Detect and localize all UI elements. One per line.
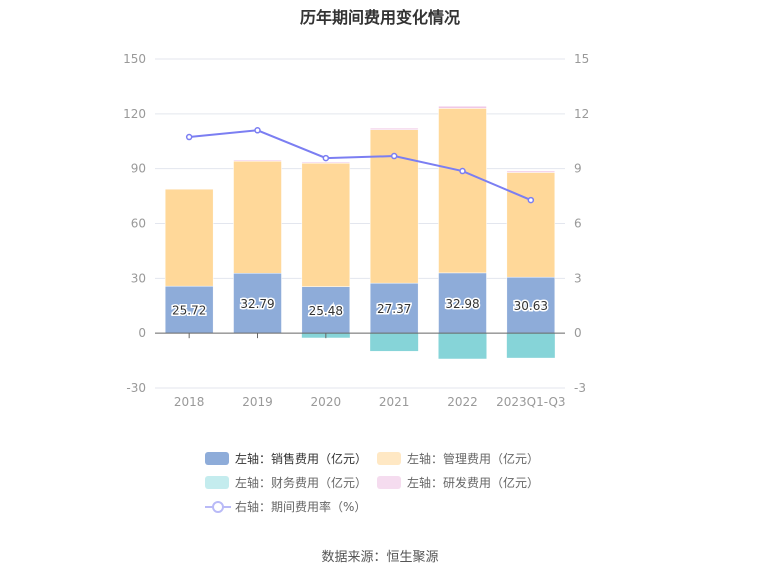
- bar-sales: [438, 272, 487, 334]
- chart-title: 历年期间费用变化情况: [299, 8, 460, 27]
- right-tick-label: 15: [574, 52, 589, 66]
- right-tick-label: 0: [574, 326, 582, 340]
- legend-swatch: [205, 476, 229, 489]
- right-tick-label: 6: [574, 217, 582, 231]
- legend-rate[interactable]: 右轴：期间费用率（%）: [205, 498, 366, 515]
- rate-point: [254, 127, 261, 134]
- left-tick-label: 30: [131, 271, 146, 285]
- rate-point: [459, 167, 466, 175]
- legend-line-icon: [205, 500, 231, 513]
- left-tick-label: 0: [138, 326, 146, 340]
- legend-label: 右轴：期间费用率（%）: [235, 500, 367, 514]
- legend-label: 左轴：管理费用（亿元）: [407, 452, 540, 466]
- left-tick-label: 120: [123, 107, 146, 121]
- bar-admin: [301, 162, 351, 287]
- bar-data-label: 25.72: [172, 304, 206, 318]
- left-tick-label: -30: [126, 381, 146, 395]
- legend-admin[interactable]: 左轴：管理费用（亿元）: [377, 450, 539, 467]
- bar-rd: [369, 127, 419, 130]
- bar-finance: [370, 333, 419, 352]
- bar-admin: [233, 160, 282, 274]
- bar-data-label: 32.79: [240, 297, 274, 311]
- bar-sales: [164, 285, 214, 334]
- right-tick-label: 9: [574, 162, 582, 176]
- bar-sales: [233, 272, 282, 334]
- bar-finance: [438, 333, 487, 359]
- x-tick-label: 2020: [311, 395, 342, 409]
- rate-point: [527, 196, 535, 204]
- legend-sales[interactable]: 左轴：销售费用（亿元）: [205, 450, 367, 467]
- right-tick-label: -3: [574, 381, 586, 395]
- legend-rd[interactable]: 左轴：研发费用（亿元）: [377, 474, 539, 491]
- bar-admin: [164, 188, 214, 287]
- x-tick-label: 2019: [242, 395, 273, 409]
- rate-point: [390, 152, 398, 160]
- rate-point: [322, 154, 330, 162]
- bar-admin: [438, 108, 487, 274]
- legend-swatch: [377, 476, 401, 489]
- right-tick-label: 12: [574, 107, 589, 121]
- right-tick-label: 3: [574, 271, 582, 285]
- legend-label: 左轴：研发费用（亿元）: [407, 476, 540, 490]
- left-tick-label: 60: [131, 217, 146, 231]
- bar-sales: [301, 286, 351, 334]
- x-tick-label: 2021: [379, 395, 410, 409]
- legend-swatch: [377, 452, 401, 465]
- legend-label: 左轴：销售费用（亿元）: [235, 452, 368, 466]
- source-note: 数据来源：恒生聚源: [321, 550, 439, 565]
- bar-rd: [438, 105, 487, 109]
- x-tick-label: 2022: [447, 395, 478, 409]
- rate-line: [189, 129, 532, 202]
- bar-data-label: 32.98: [445, 297, 479, 311]
- left-tick-label: 90: [131, 162, 146, 176]
- legend-label: 左轴：财务费用（亿元）: [235, 476, 368, 490]
- bar-rd: [506, 170, 556, 173]
- bar-data-label: 25.48: [309, 304, 343, 318]
- rate-point: [185, 133, 193, 141]
- legend-finance[interactable]: 左轴：财务费用（亿元）: [205, 474, 367, 491]
- x-tick-label: 2023Q1-Q3: [496, 395, 565, 409]
- bar-admin: [369, 129, 419, 284]
- legend-swatch: [205, 452, 229, 465]
- bar-data-label: 27.37: [377, 302, 411, 316]
- bar-rd: [233, 159, 282, 162]
- bar-finance: [506, 333, 555, 358]
- bar-sales: [506, 276, 556, 334]
- x-tick-label: 2018: [174, 395, 205, 409]
- left-tick-label: 150: [123, 52, 146, 66]
- bar-data-label: 30.63: [514, 299, 548, 313]
- bar-admin: [506, 172, 556, 278]
- bar-rd: [301, 161, 351, 164]
